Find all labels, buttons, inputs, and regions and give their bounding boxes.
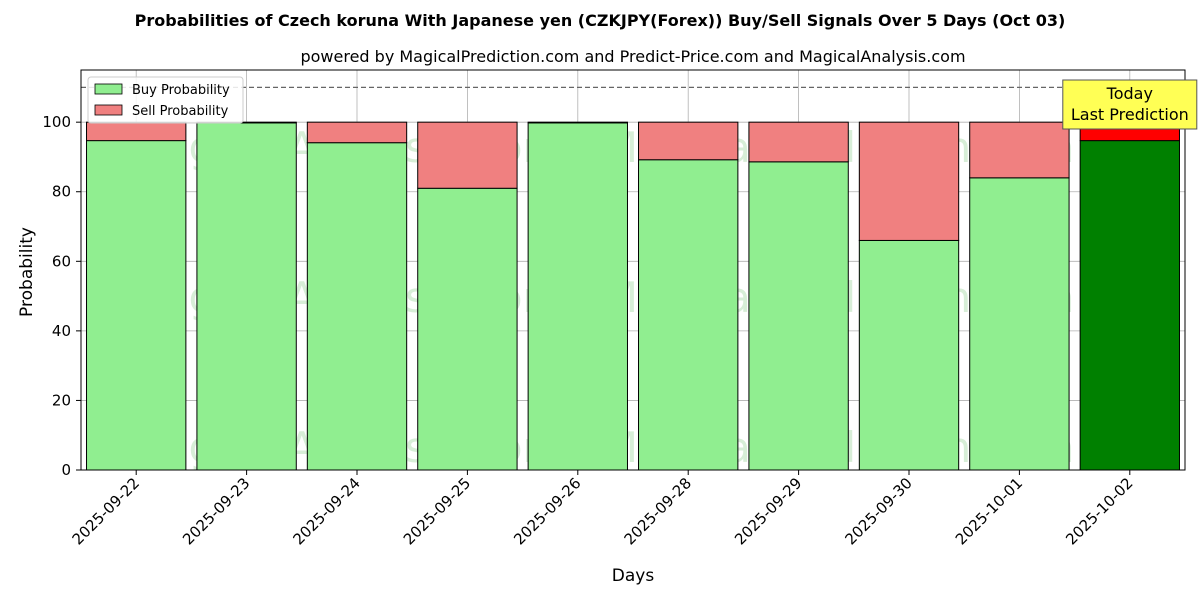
buy-bar xyxy=(527,122,628,471)
x-tick-label: 2025-10-01 xyxy=(952,474,1026,548)
legend-label: Buy Probability xyxy=(132,83,230,98)
y-tick-label: 20 xyxy=(52,391,71,409)
sell-bar xyxy=(969,121,1070,179)
annotation-text: Today xyxy=(1106,84,1153,103)
y-tick-label: 60 xyxy=(52,252,71,270)
buy-bar xyxy=(858,239,960,471)
x-tick-label: 2025-09-23 xyxy=(179,474,253,548)
x-tick-label: 2025-09-26 xyxy=(510,474,584,548)
x-tick-label: 2025-10-02 xyxy=(1062,474,1136,548)
sell-bar xyxy=(306,121,408,144)
chart-title: Probabilities of Czech koruna With Japan… xyxy=(135,11,1066,30)
annotation-box xyxy=(1062,79,1198,130)
chart-subtitle: powered by MagicalPrediction.com and Pre… xyxy=(300,47,965,66)
legend-box xyxy=(87,76,244,124)
x-axis-label: Days xyxy=(612,566,655,586)
buy-bar xyxy=(86,140,187,471)
buy-bar xyxy=(638,159,739,471)
x-tick-label: 2025-09-24 xyxy=(289,474,363,548)
sell-bar xyxy=(638,121,739,161)
y-tick-label: 100 xyxy=(42,113,71,131)
buy-bar xyxy=(1079,140,1180,471)
x-tick-label: 2025-09-22 xyxy=(69,474,143,548)
annotation-text: Last Prediction xyxy=(1071,105,1189,124)
sell-bar xyxy=(417,121,518,189)
y-tick-label: 0 xyxy=(61,461,71,479)
plot-area: MagicalAnalysis.comMagicalPrediction.com… xyxy=(42,69,1198,548)
buy-bar xyxy=(196,122,297,471)
x-tick-label: 2025-09-25 xyxy=(400,474,474,548)
buy-bar xyxy=(306,142,408,471)
legend-swatch xyxy=(94,104,123,116)
sell-bar xyxy=(748,121,849,163)
y-tick-label: 80 xyxy=(52,183,71,201)
x-tick-label: 2025-09-30 xyxy=(841,474,915,548)
x-tick-label: 2025-09-29 xyxy=(731,474,805,548)
y-axis-label: Probability xyxy=(17,227,37,317)
x-tick-label: 2025-09-28 xyxy=(621,474,695,548)
buy-bar xyxy=(748,161,849,471)
buy-bar xyxy=(417,187,518,471)
y-tick-label: 40 xyxy=(52,322,71,340)
buy-bar xyxy=(969,177,1070,471)
sell-bar xyxy=(527,121,628,124)
sell-bar xyxy=(858,121,960,241)
sell-bar xyxy=(86,121,187,142)
legend-swatch xyxy=(94,83,123,95)
legend-label: Sell Probability xyxy=(132,104,229,119)
plot-frame xyxy=(80,69,1186,471)
